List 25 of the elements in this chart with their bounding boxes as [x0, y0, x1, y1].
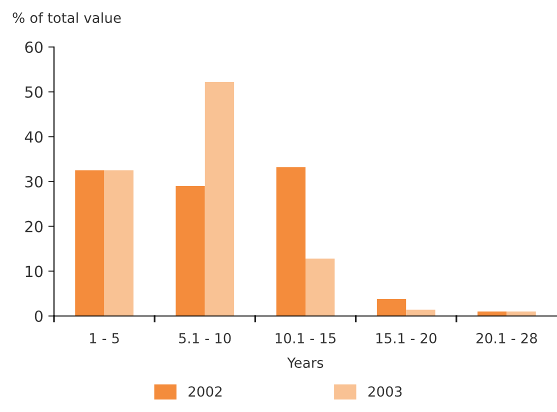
bar [104, 170, 134, 316]
x-tick-label: 5.1 - 10 [179, 332, 231, 344]
y-tick-label: 10 [26, 266, 43, 278]
bar [406, 310, 436, 316]
x-axis-title: Years [287, 358, 324, 368]
bar [204, 82, 234, 316]
y-tick-label: 20 [25, 220, 43, 232]
x-tick-label: 10.1 - 15 [276, 332, 336, 344]
bar [75, 170, 104, 316]
bar [376, 298, 406, 316]
bar [176, 186, 205, 316]
legend-label: 2002 [188, 386, 222, 397]
y-tick-label: 60 [25, 41, 43, 54]
y-tick-label: 50 [25, 86, 43, 98]
y-tick-label: 0 [34, 310, 43, 322]
x-tick-label: 15.1 - 20 [376, 332, 436, 344]
y-axis-title: % of total value [12, 12, 121, 24]
legend-label: 2003 [368, 386, 402, 397]
y-tick-label: 30 [25, 176, 43, 188]
x-tick-label: 1 - 5 [90, 333, 119, 344]
bar [276, 167, 306, 316]
x-tick-label: 20.1 - 28 [476, 332, 537, 344]
y-tick-label: 40 [24, 131, 43, 143]
bar [306, 258, 335, 316]
bar [506, 312, 536, 316]
